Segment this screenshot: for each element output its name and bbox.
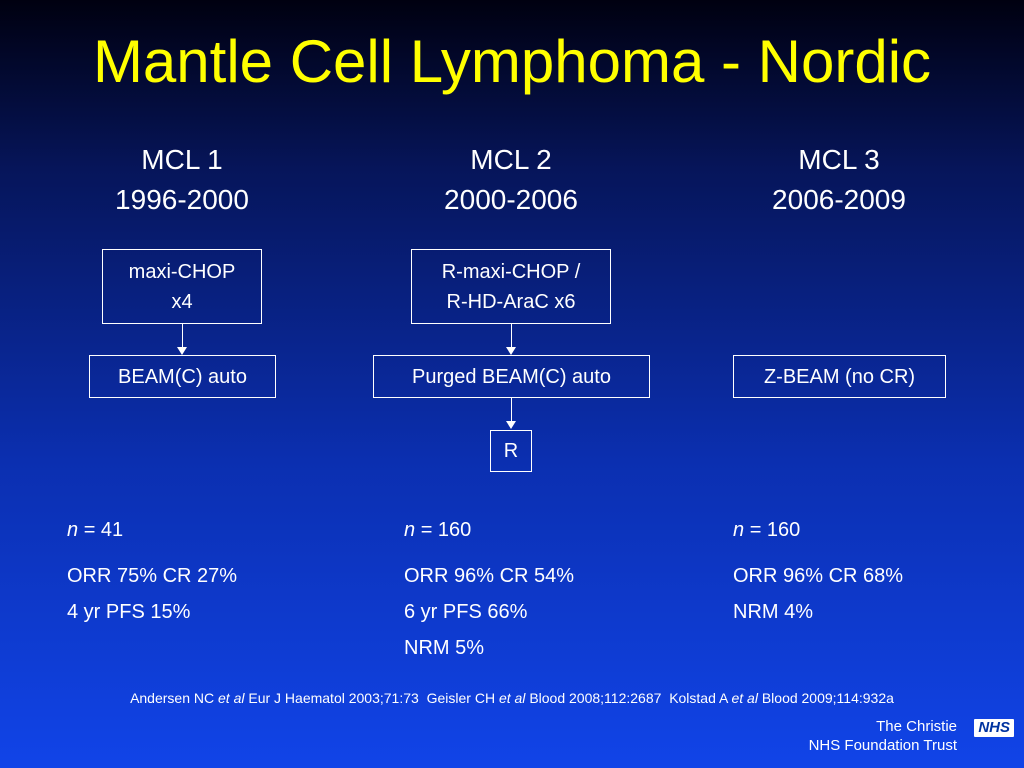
sample-size: n = 160 <box>404 519 472 541</box>
box-text-line: R-HD-AraC x6 <box>446 290 576 313</box>
flow-arrow-line <box>511 398 512 421</box>
maintenance-box-mcl2: R <box>490 430 532 472</box>
consolidation-box-mcl2: Purged BEAM(C) auto <box>373 355 650 398</box>
column-name: MCL 1 <box>141 144 223 175</box>
column-years: 1996-2000 <box>115 184 249 215</box>
nhs-logo: NHS <box>974 719 1014 737</box>
results-mcl1: n = 41 ORR 75% CR 27% 4 yr PFS 15% <box>67 512 237 630</box>
box-text-line: Z-BEAM (no CR) <box>763 365 916 388</box>
result-line: NRM 4% <box>733 601 814 623</box>
induction-box-mcl2: R-maxi-CHOP / R-HD-AraC x6 <box>411 249 611 324</box>
result-line: 4 yr PFS 15% <box>67 601 191 623</box>
arrow-down-icon <box>506 421 516 429</box>
box-text-line: Purged BEAM(C) auto <box>412 365 611 388</box>
column-header-mcl3: MCL 3 2006-2009 <box>709 140 969 220</box>
result-line: 6 yr PFS 66% <box>404 601 528 623</box>
column-years: 2006-2009 <box>772 184 906 215</box>
consolidation-box-mcl1: BEAM(C) auto <box>89 355 276 398</box>
sample-size: n = 160 <box>733 519 801 541</box>
flow-arrow-line <box>182 324 183 347</box>
arrow-down-icon <box>177 347 187 355</box>
organization-name: The Christie NHS Foundation Trust <box>808 718 957 754</box>
box-text-line: R <box>503 440 519 462</box>
result-line: NRM 5% <box>404 637 485 659</box>
results-mcl3: n = 160 ORR 96% CR 68% NRM 4% <box>733 512 903 630</box>
column-years: 2000-2006 <box>444 184 578 215</box>
result-line: ORR 96% CR 54% <box>404 565 575 587</box>
arrow-down-icon <box>506 347 516 355</box>
column-name: MCL 2 <box>470 144 552 175</box>
references: Andersen NC et al Eur J Haematol 2003;71… <box>130 690 894 706</box>
consolidation-box-mcl3: Z-BEAM (no CR) <box>733 355 946 398</box>
flow-arrow-line <box>511 324 512 347</box>
sample-size: n = 41 <box>67 519 124 541</box>
box-text-line: x4 <box>171 290 193 313</box>
column-header-mcl2: MCL 2 2000-2006 <box>381 140 641 220</box>
box-text-line: R-maxi-CHOP / <box>441 260 581 283</box>
result-line: ORR 75% CR 27% <box>67 565 238 587</box>
induction-box-mcl1: maxi-CHOP x4 <box>102 249 262 324</box>
slide-title: Mantle Cell Lymphoma - Nordic <box>92 28 932 95</box>
box-text-line: BEAM(C) auto <box>118 365 247 388</box>
results-mcl2: n = 160 ORR 96% CR 54% 6 yr PFS 66% NRM … <box>404 512 574 666</box>
column-name: MCL 3 <box>798 144 880 175</box>
column-header-mcl1: MCL 1 1996-2000 <box>52 140 312 220</box>
box-text-line: maxi-CHOP <box>128 260 236 283</box>
result-line: ORR 96% CR 68% <box>733 565 904 587</box>
